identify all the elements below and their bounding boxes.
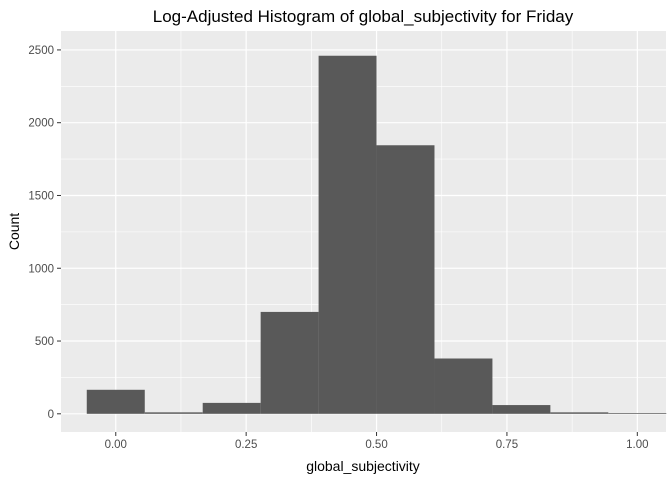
y-tick-label: 1000 [28,263,54,275]
histogram-bars [86,55,667,414]
histogram-bar [202,402,261,414]
histogram-bar [260,311,319,414]
x-tick-label: 0.75 [496,439,518,451]
histogram-bar [86,389,145,414]
y-tick-label: 500 [35,336,54,348]
x-axis-ticks: 0.00 0.25 0.50 0.75 1.00 [105,432,649,451]
y-tick-label: 2000 [28,118,54,130]
histogram-bar [434,358,493,414]
y-axis-title: Count [6,213,22,250]
x-tick-label: 0.50 [365,439,387,451]
y-axis-ticks: 0 500 1000 1500 2000 2500 [28,45,61,421]
histogram-bar [608,413,667,414]
histogram-bar [144,412,203,414]
histogram-bar [318,55,377,414]
x-tick-label: 1.00 [626,439,648,451]
x-tick-label: 0.00 [105,439,127,451]
histogram-bar [550,412,609,414]
y-tick-label: 2500 [28,45,54,57]
histogram-bar [376,145,435,414]
x-axis-title: global_subjectivity [306,458,420,474]
chart-title: Log-Adjusted Histogram of global_subject… [153,7,574,26]
x-tick-label: 0.25 [235,439,257,451]
histogram-bar [492,405,551,414]
y-tick-label: 0 [48,409,54,421]
y-tick-label: 1500 [28,190,54,202]
